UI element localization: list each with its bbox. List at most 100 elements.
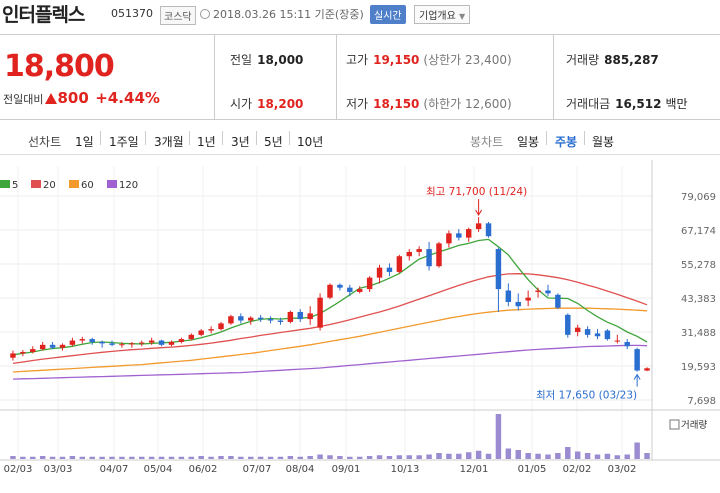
volume-bar <box>356 456 363 459</box>
open-value: 18,200 <box>257 97 304 111</box>
volume-bar <box>257 456 264 459</box>
tab-1d[interactable]: 1일 <box>75 135 94 149</box>
candle-body <box>495 249 502 290</box>
prev-close-label: 전일 <box>230 53 253 67</box>
volume-bar <box>376 455 383 459</box>
candle-body <box>178 339 185 342</box>
volume-bar <box>30 456 36 459</box>
quote-panel: 18,800 전일대비 800 +4.44% 전일 18,000 고가 19,150(… <box>0 34 720 120</box>
chevron-down-icon: ▼ <box>459 12 466 21</box>
volume-bar <box>446 453 452 459</box>
tab-monthly[interactable]: 월봉 <box>592 135 615 149</box>
x-tick-label: 12/01 <box>460 464 489 475</box>
open-label: 시가 <box>230 97 253 111</box>
candle-body <box>406 251 412 257</box>
volume-bar <box>475 450 482 459</box>
volume-bar <box>634 442 640 459</box>
volume-bar <box>129 456 135 459</box>
volume-bar <box>277 456 284 459</box>
volume-bar <box>59 456 66 459</box>
candle-body <box>376 267 383 278</box>
y-tick-label: 67,174 <box>681 226 716 237</box>
stock-name: 인터플렉스 <box>2 4 85 26</box>
candle-body <box>327 284 333 298</box>
candle-body <box>337 284 343 288</box>
volume-bar <box>396 455 403 459</box>
candle-body <box>475 223 482 230</box>
candle-body <box>396 256 403 272</box>
y-tick-label: 31,488 <box>681 328 716 339</box>
candle-body <box>238 316 244 321</box>
volume-label: 거래량 <box>681 419 707 431</box>
tab-daily[interactable]: 일봉 <box>517 135 540 149</box>
candle-body <box>119 344 125 346</box>
company-info-label: 기업개요 <box>419 11 456 22</box>
candle-body <box>20 351 26 354</box>
candle-body <box>158 340 165 345</box>
volume-bar <box>614 455 621 459</box>
candle-body <box>168 341 175 345</box>
candle-body <box>614 340 621 342</box>
candle-body <box>446 233 452 244</box>
volume-bar <box>584 453 591 459</box>
candle-body <box>515 301 521 307</box>
volume-bar <box>386 456 393 459</box>
high-annotation: 최고 71,700 (11/24) <box>426 186 527 198</box>
legend-swatch <box>31 180 41 188</box>
candle-body <box>545 290 551 294</box>
x-tick-label: 01/05 <box>518 464 547 475</box>
tab-3m[interactable]: 3개월 <box>154 135 184 149</box>
divider <box>214 35 215 119</box>
quote-datetime: 2018.03.26 15:11 기준(장중) <box>200 6 364 22</box>
candle-body <box>356 289 363 292</box>
ma20-line <box>12 273 648 365</box>
low-arrow-head <box>633 373 641 380</box>
market-badge: 코스닥 <box>160 6 196 25</box>
volume-bar <box>317 454 323 459</box>
low-price: 저가 18,150 (하한가 12,600) <box>346 95 512 112</box>
volume-bar <box>465 452 472 459</box>
price-change: 전일대비 800 +4.44% <box>3 89 160 107</box>
volume-bar <box>505 448 512 459</box>
volume-bar <box>337 456 343 459</box>
candle-body <box>485 223 492 237</box>
high-label: 고가 <box>346 53 369 67</box>
candle-body <box>574 327 581 332</box>
candle-body <box>347 287 353 292</box>
volume-bar <box>307 456 313 459</box>
candle-body <box>79 339 86 341</box>
x-tick-label: 07/07 <box>243 464 272 475</box>
volume-bar <box>20 456 26 459</box>
candle-body <box>277 320 284 322</box>
legend-swatch <box>107 180 117 188</box>
amount-label: 거래대금 <box>566 97 611 111</box>
volume-bar <box>198 456 204 459</box>
volume-bar <box>495 414 502 459</box>
legend-label: 20 <box>43 180 56 191</box>
candle-body <box>436 243 442 267</box>
candle-body <box>228 316 234 324</box>
volume-bar <box>79 456 86 459</box>
open-price: 시가 18,200 <box>230 95 303 112</box>
legend-label: 120 <box>119 180 138 191</box>
volume-bar <box>406 455 412 459</box>
realtime-button[interactable]: 실시간 <box>370 5 406 24</box>
tab-5y[interactable]: 5년 <box>264 135 283 149</box>
tab-1y[interactable]: 1년 <box>197 135 216 149</box>
stock-code: 051370 <box>111 7 153 20</box>
x-tick-label: 04/07 <box>100 464 129 475</box>
candle-chart-label: 봉차트 <box>470 135 504 149</box>
tab-weekly[interactable]: 주봉 <box>555 135 578 149</box>
amount-unit: 백만 <box>665 97 688 111</box>
tab-3y[interactable]: 3년 <box>231 135 250 149</box>
tab-1w[interactable]: 1주일 <box>109 135 139 149</box>
volume-bar <box>297 456 304 459</box>
company-info-dropdown[interactable]: 기업개요 ▼ <box>414 5 471 24</box>
tab-10y[interactable]: 10년 <box>297 135 324 149</box>
candle-body <box>89 339 95 342</box>
divider <box>256 131 257 145</box>
change-percent: +4.44% <box>95 89 160 107</box>
divider <box>336 35 337 119</box>
candle-body <box>307 313 313 320</box>
